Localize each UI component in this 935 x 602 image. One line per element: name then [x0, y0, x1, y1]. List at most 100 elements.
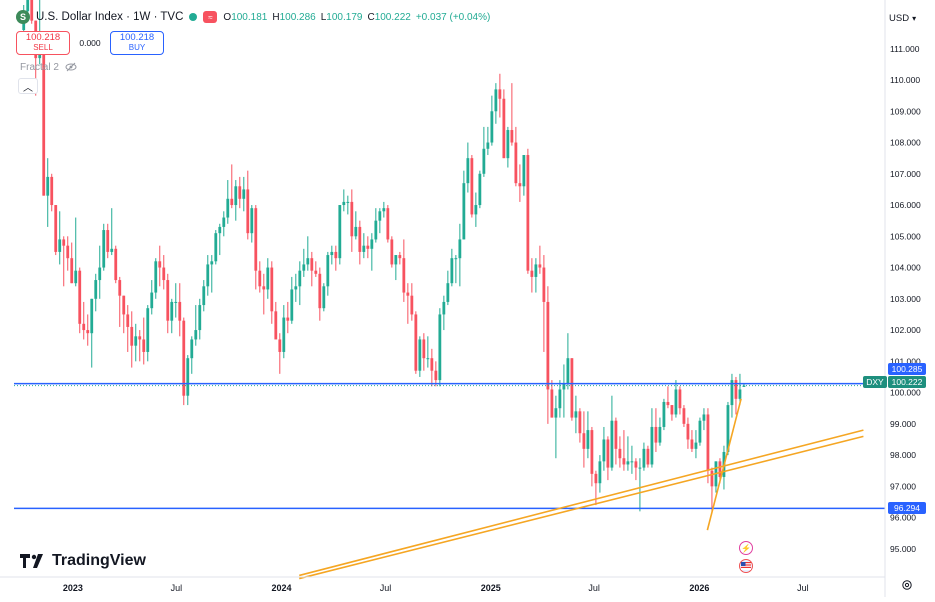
- flag-icon: [741, 562, 751, 570]
- candle-body: [626, 461, 630, 465]
- candle-body: [374, 220, 378, 240]
- candle-body: [286, 317, 290, 321]
- candle-body: [634, 461, 638, 468]
- candle-body: [314, 270, 318, 274]
- candle-body: [462, 183, 466, 240]
- symbol-header: S U.S. Dollar Index · 1W · TVC ≈ O100.18…: [16, 10, 490, 24]
- buy-button[interactable]: 100.218 BUY: [110, 31, 164, 55]
- us-flag-event-icon[interactable]: [739, 559, 753, 573]
- y-tick-label: 108.000: [890, 138, 921, 148]
- candle-body: [266, 267, 270, 290]
- candle-body: [222, 217, 226, 227]
- candle-body: [122, 295, 126, 315]
- y-tick-label: 101.000: [890, 356, 921, 366]
- candle-body: [406, 292, 410, 296]
- candle-body: [370, 239, 374, 249]
- candle-body: [482, 148, 486, 174]
- dollar-icon: S: [16, 10, 30, 24]
- candle-body: [302, 264, 306, 271]
- y-tick-label: 105.000: [890, 231, 921, 241]
- candle-body: [234, 186, 238, 206]
- candle-body: [562, 383, 566, 390]
- candle-body: [174, 301, 178, 303]
- candle-body: [54, 205, 58, 252]
- y-tick-label: 95.000: [890, 544, 916, 554]
- buy-label: BUY: [128, 43, 146, 52]
- candle-body: [606, 439, 610, 468]
- close-value: C100.222: [367, 11, 411, 23]
- symbol-title[interactable]: U.S. Dollar Index · 1W · TVC: [36, 11, 184, 23]
- candle-body: [546, 301, 550, 390]
- candle-body: [670, 405, 674, 415]
- candle-body: [382, 208, 386, 212]
- candle-body: [578, 411, 582, 434]
- candle-body: [726, 405, 730, 452]
- candle-body: [378, 211, 382, 221]
- candle-body: [62, 239, 66, 246]
- eye-hidden-icon[interactable]: [65, 61, 77, 73]
- candle-body: [322, 286, 326, 309]
- candle-body: [610, 420, 614, 468]
- candle-body: [318, 273, 322, 309]
- candle-body: [630, 461, 634, 463]
- candle-body: [386, 208, 390, 240]
- candle-body: [106, 230, 110, 252]
- x-tick-label: Jul: [797, 583, 809, 593]
- candle-body: [38, 55, 42, 59]
- candle-body: [558, 389, 562, 409]
- y-tick-label: 103.000: [890, 294, 921, 304]
- candle-body: [126, 314, 130, 327]
- candle-body: [342, 201, 346, 206]
- candle-body: [50, 176, 54, 206]
- candle-body: [242, 189, 246, 199]
- candle-body: [522, 155, 526, 187]
- currency-selector[interactable]: USD: [889, 13, 916, 24]
- candle-body: [254, 208, 258, 271]
- candle-body: [226, 198, 230, 218]
- candle-body: [494, 89, 498, 112]
- candle-body: [570, 358, 574, 418]
- y-tick-label: 106.000: [890, 200, 921, 210]
- tradingview-logo: TradingView: [20, 552, 146, 570]
- candle-body: [530, 270, 534, 277]
- candle-body: [118, 280, 122, 296]
- y-tick-label: 109.000: [890, 106, 921, 116]
- candle-body: [678, 389, 682, 409]
- candle-body: [98, 267, 102, 281]
- candle-body: [238, 186, 242, 199]
- x-tick-label: 2023: [63, 583, 83, 593]
- candle-body: [666, 401, 670, 406]
- candle-body: [654, 426, 658, 443]
- candle-body: [446, 283, 450, 302]
- settings-gear-icon[interactable]: [901, 579, 913, 591]
- y-tick-label: 96.000: [890, 513, 916, 523]
- tradingview-icon: [20, 554, 43, 568]
- candle-body: [734, 380, 738, 399]
- sell-button[interactable]: 100.218 SELL: [16, 31, 70, 55]
- indicator-legend[interactable]: Fractal 2: [20, 61, 77, 73]
- candle-body: [310, 258, 314, 271]
- collapse-legend-button[interactable]: ︿: [18, 78, 38, 94]
- candle-body: [202, 286, 206, 306]
- candle-body: [658, 426, 662, 443]
- candle-body: [542, 267, 546, 302]
- candle-body: [346, 201, 350, 203]
- y-tick-label: 110.000: [890, 75, 920, 85]
- x-tick-label: 2026: [689, 583, 709, 593]
- candle-body: [686, 423, 690, 440]
- candle-body: [490, 111, 494, 143]
- chevron-up-icon: ︿: [23, 82, 33, 94]
- candle-body: [566, 358, 570, 384]
- candle-body: [398, 255, 402, 259]
- lightning-event-icon[interactable]: ⚡: [739, 541, 753, 555]
- candle-body: [358, 226, 362, 252]
- candle-body: [430, 358, 434, 371]
- candle-body: [402, 258, 406, 293]
- x-tick-label: Jul: [380, 583, 392, 593]
- candle-body: [166, 280, 170, 321]
- symbol-tag: DXY: [863, 376, 887, 388]
- candle-body: [74, 270, 78, 284]
- candle-body: [214, 233, 218, 262]
